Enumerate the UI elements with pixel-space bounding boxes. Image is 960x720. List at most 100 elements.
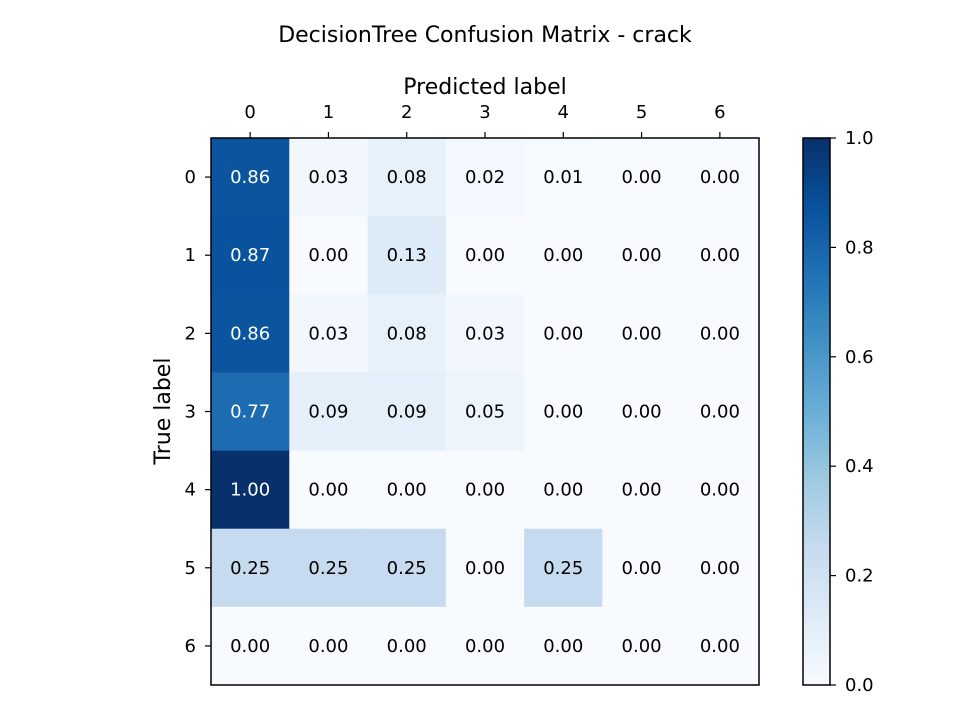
y-axis-label: True label [151,358,176,466]
chart-title: DecisionTree Confusion Matrix - crack [278,23,692,48]
cell-value-label: 0.00 [465,636,505,657]
heatmap-cell [445,294,525,374]
heatmap-cell [445,216,525,295]
cell-value-label: 0.25 [387,558,427,579]
cell-value-label: 0.00 [465,245,505,266]
cell-value-label: 1.00 [230,480,270,501]
heatmap-cell [524,372,604,452]
heatmap-cell [445,138,525,217]
heatmap-cell [680,216,760,295]
heatmap-cell [445,450,525,530]
cell-value-label: 0.08 [387,167,427,188]
cell-value-label: 0.00 [700,245,740,266]
cell-value-label: 0.00 [308,245,348,266]
cell-value-label: 0.77 [230,402,270,423]
cell-value-label: 0.00 [622,480,662,501]
y-tick-label: 2 [185,323,196,344]
heatmap-cell [602,528,682,608]
cell-value-label: 0.00 [543,480,583,501]
heatmap-cell [445,528,525,608]
heatmap-cell [680,294,760,374]
heatmap-cell [680,372,760,452]
cell-value-label: 0.00 [700,636,740,657]
cell-value-label: 0.13 [387,245,427,266]
heatmap-cell [367,294,447,374]
colorbar-tick-label: 0.8 [845,237,874,258]
y-tick-label: 0 [185,167,196,188]
cell-value-label: 0.00 [543,245,583,266]
heatmap-cell [524,528,604,608]
heatmap-cell-labels: 0.86 0.03 0.08 0.02 0.01 0.00 0.00 0.87 0.00 0.13… [230,167,740,657]
colorbar-tick-label: 0.4 [845,456,874,477]
heatmap-cell [680,450,760,530]
cell-value-label: 0.00 [700,558,740,579]
colorbar-ticks: 0.0 0.2 0.4 0.6 0.8 1.0 [830,128,874,696]
colorbar [802,137,831,686]
cell-value-label: 0.00 [543,323,583,344]
colorbar-tick-label: 1.0 [845,128,874,149]
y-tick-label: 3 [185,402,196,423]
cell-value-label: 0.00 [387,636,427,657]
heatmap-cell [524,138,604,217]
cell-value-label: 0.03 [308,167,348,188]
x-tick-label: 6 [714,102,725,123]
cell-value-label: 0.00 [622,167,662,188]
x-axis-ticks: 0 1 2 3 4 5 6 [244,102,726,138]
colorbar-tick-label: 0.2 [845,566,874,587]
heatmap-cell [289,450,369,530]
heatmap-cell [367,216,447,295]
heatmap-cell [289,372,369,452]
cell-value-label: 0.05 [465,402,505,423]
heatmap-frame [210,137,760,686]
heatmap-cell [289,216,369,295]
cell-value-label: 0.00 [622,402,662,423]
heatmap-cell [680,138,760,217]
cell-value-label: 0.00 [387,480,427,501]
x-tick-label: 5 [636,102,647,123]
heatmap-cell [602,450,682,530]
x-tick-label: 3 [479,102,490,123]
heatmap-cell [602,294,682,374]
heatmap-cell [367,450,447,530]
x-tick-label: 2 [401,102,412,123]
cell-value-label: 0.00 [465,558,505,579]
x-tick-label: 0 [244,102,255,123]
cell-value-label: 0.00 [543,402,583,423]
heatmap-cell [680,606,760,686]
cell-value-label: 0.25 [230,558,270,579]
cell-value-label: 0.08 [387,323,427,344]
heatmap-cell [445,606,525,686]
y-tick-label: 6 [185,636,196,657]
cell-value-label: 0.00 [700,323,740,344]
heatmap-cell [289,294,369,374]
heatmap-cell [211,450,290,530]
heatmap-cell [211,216,290,295]
heatmap-cell [524,216,604,295]
cell-value-label: 0.00 [230,636,270,657]
heatmap-cell [211,138,290,217]
heatmap-cell [602,216,682,295]
cell-value-label: 0.00 [465,480,505,501]
y-tick-label: 5 [185,558,196,579]
heatmap-cell [211,294,290,374]
cell-value-label: 0.00 [622,323,662,344]
cell-value-label: 0.00 [622,245,662,266]
heatmap-cell [289,606,369,686]
heatmap-cell [445,372,525,452]
cell-value-label: 0.00 [622,636,662,657]
heatmap-cell [524,450,604,530]
heatmap-cell [289,528,369,608]
y-tick-label: 4 [185,480,196,501]
cell-value-label: 0.86 [230,323,270,344]
heatmap-cell [680,528,760,608]
heatmap-cell [524,606,604,686]
cell-value-label: 0.03 [308,323,348,344]
cell-value-label: 0.00 [700,402,740,423]
heatmap-cell [602,138,682,217]
cell-value-label: 0.00 [622,558,662,579]
heatmap-cells [211,138,760,686]
y-axis-ticks: 0 1 2 3 4 5 6 [185,167,211,657]
heatmap-cell [211,372,290,452]
colorbar-tick-label: 0.0 [845,675,874,696]
